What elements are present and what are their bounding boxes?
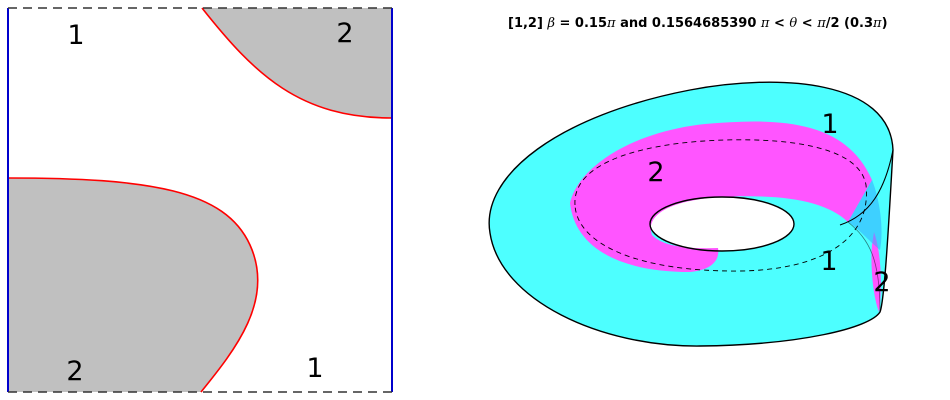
- twist-edge-back: [847, 221, 881, 313]
- label-edge: 2: [873, 267, 890, 298]
- title-lt-2: <: [797, 16, 817, 31]
- gray-region-top-right: [202, 8, 392, 118]
- label-inner: 2: [647, 157, 664, 188]
- title-beta-value: = 0.15: [555, 16, 607, 31]
- pi-symbol-3: π: [816, 16, 826, 31]
- title-suffix: /2 (0.3: [826, 16, 873, 31]
- magenta-edge-sliver: [871, 232, 881, 312]
- boundary-curve-bottom: [7, 177, 259, 393]
- title-middle: and 0.1564685390: [616, 16, 761, 31]
- left-panel: 1 2 2 1: [7, 7, 393, 393]
- inner-hole-outline: [649, 196, 795, 252]
- pi-symbol-2: π: [760, 16, 770, 31]
- label-top-right: 2: [336, 18, 353, 49]
- theta-symbol: θ: [789, 16, 797, 31]
- hidden-edge-dashed: [574, 139, 867, 272]
- twist-edge-front: [839, 149, 894, 226]
- right-panel: 1 2 1 2: [488, 81, 894, 347]
- pi-symbol-4: π: [872, 16, 882, 31]
- outer-outline: [488, 81, 894, 347]
- pi-symbol-1: π: [606, 16, 616, 31]
- label-outer-bottom: 1: [820, 246, 837, 277]
- figure-title: [1,2] β = 0.15π and 0.1564685390 π < θ <…: [508, 16, 888, 31]
- title-prefix: [1,2]: [508, 16, 543, 31]
- beta-symbol: β: [546, 16, 555, 31]
- label-top-left: 1: [67, 20, 84, 51]
- title-close: ): [882, 16, 888, 31]
- boundary-curve-top: [201, 7, 393, 119]
- label-outer-top: 1: [821, 109, 838, 140]
- label-bottom-right: 1: [306, 353, 323, 384]
- label-bottom-left: 2: [66, 356, 83, 387]
- twist-shading: [848, 180, 882, 250]
- title-lt-1: <: [769, 16, 789, 31]
- gray-region-bottom-left: [8, 178, 258, 392]
